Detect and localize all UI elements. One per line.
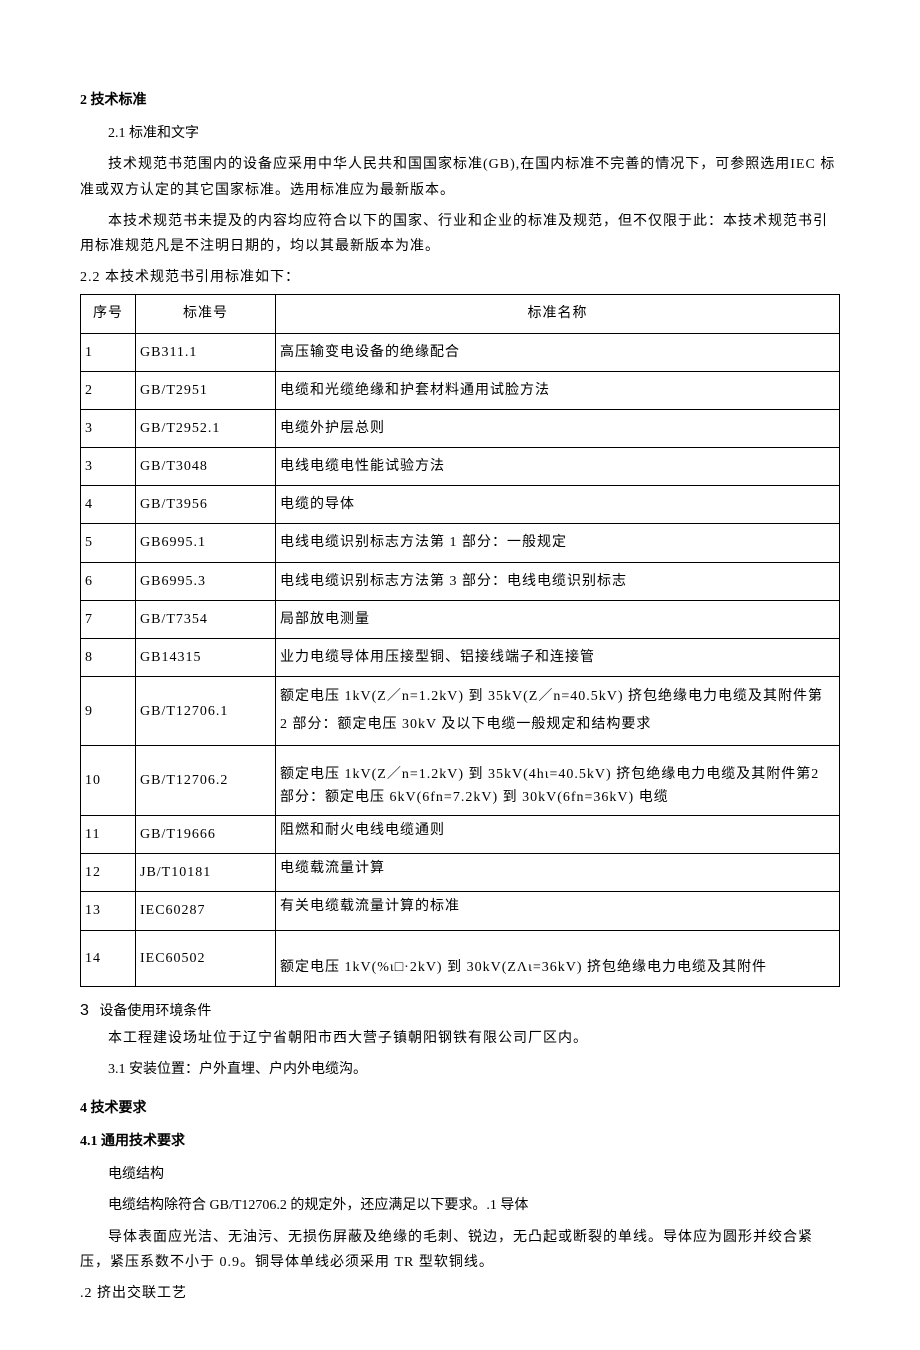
section3-sub1: 3.1 安装位置：户外直埋、户内外电缆沟。 (80, 1057, 840, 1082)
table-row: 7GB/T7354局部放电测量 (81, 600, 840, 638)
cell-std: GB/T19666 (136, 815, 276, 853)
cell-seq: 6 (81, 562, 136, 600)
cell-seq: 7 (81, 600, 136, 638)
table-row: 14IEC60502额定电压 1kV(%ι□·2kV) 到 30kV(ZΛι=3… (81, 930, 840, 986)
cell-seq: 5 (81, 524, 136, 562)
cell-name: 电线电缆电性能试验方法 (276, 448, 840, 486)
table-row: 11GB/T19666阻燃和耐火电线电缆通则 (81, 815, 840, 853)
cell-name: 电缆的导体 (276, 486, 840, 524)
table-row: 1GB311.1高压输变电设备的绝缘配合 (81, 333, 840, 371)
cell-seq: 10 (81, 746, 136, 816)
cell-seq: 1 (81, 333, 136, 371)
section4-heading: 4 技术要求 (80, 1096, 840, 1121)
section4-sub1-heading: 4.1 通用技术要求 (80, 1129, 840, 1154)
table-row: 8GB14315业力电缆导体用压接型铜、铝接线端子和连接管 (81, 639, 840, 677)
cell-std: GB/T12706.1 (136, 677, 276, 746)
col-header-seq: 序号 (81, 295, 136, 333)
cell-name: 业力电缆导体用压接型铜、铝接线端子和连接管 (276, 639, 840, 677)
section2-sub1-title: 2.1 标准和文字 (80, 121, 840, 146)
cell-seq: 4 (81, 486, 136, 524)
section2-sub2-title: 2.2 本技术规范书引用标准如下： (80, 265, 840, 290)
table-row: 6GB6995.3电线电缆识别标志方法第 3 部分：电线电缆识别标志 (81, 562, 840, 600)
table-row: 13IEC60287有关电缆载流量计算的标准 (81, 892, 840, 930)
cell-seq: 2 (81, 371, 136, 409)
table-header-row: 序号 标准号 标准名称 (81, 295, 840, 333)
cell-name: 有关电缆载流量计算的标准 (276, 892, 840, 930)
section4-line1: 电缆结构 (80, 1162, 840, 1187)
cell-std: GB/T2952.1 (136, 409, 276, 447)
cell-name: 电缆外护层总则 (276, 409, 840, 447)
cell-std: GB/T12706.2 (136, 746, 276, 816)
cell-std: IEC60287 (136, 892, 276, 930)
section4-line3: .2 挤出交联工艺 (80, 1281, 840, 1306)
cell-std: GB/T3956 (136, 486, 276, 524)
col-header-name: 标准名称 (276, 295, 840, 333)
cell-name: 局部放电测量 (276, 600, 840, 638)
standards-table: 序号 标准号 标准名称 1GB311.1高压输变电设备的绝缘配合2GB/T295… (80, 294, 840, 986)
cell-seq: 11 (81, 815, 136, 853)
section2-heading: 2 技术标准 (80, 88, 840, 113)
section4-line2: 电缆结构除符合 GB/T12706.2 的规定外，还应满足以下要求。.1 导体 (80, 1193, 840, 1218)
cell-std: GB/T7354 (136, 600, 276, 638)
cell-name: 额定电压 1kV(%ι□·2kV) 到 30kV(ZΛι=36kV) 挤包绝缘电… (276, 930, 840, 986)
cell-seq: 8 (81, 639, 136, 677)
cell-name: 额定电压 1kV(Z／n=1.2kV) 到 35kV(4hι=40.5kV) 挤… (276, 746, 840, 816)
cell-std: GB6995.1 (136, 524, 276, 562)
cell-name: 电缆载流量计算 (276, 854, 840, 892)
table-row: 10GB/T12706.2额定电压 1kV(Z／n=1.2kV) 到 35kV(… (81, 746, 840, 816)
cell-seq: 13 (81, 892, 136, 930)
section3-heading: 3 设备使用环境条件 (80, 997, 840, 1026)
cell-std: GB14315 (136, 639, 276, 677)
cell-std: GB/T2951 (136, 371, 276, 409)
section3-para1: 本工程建设场址位于辽宁省朝阳市西大营子镇朝阳钢铁有限公司厂区内。 (80, 1026, 840, 1051)
cell-name: 额定电压 1kV(Z／n=1.2kV) 到 35kV(Z／n=40.5kV) 挤… (276, 677, 840, 746)
cell-name: 电线电缆识别标志方法第 1 部分：一般规定 (276, 524, 840, 562)
table-row: 3GB/T3048电线电缆电性能试验方法 (81, 448, 840, 486)
cell-std: IEC60502 (136, 930, 276, 986)
cell-seq: 14 (81, 930, 136, 986)
section3-num: 3 (80, 1002, 89, 1019)
table-row: 3GB/T2952.1电缆外护层总则 (81, 409, 840, 447)
cell-seq: 12 (81, 854, 136, 892)
table-row: 2GB/T2951电缆和光缆绝缘和护套材料通用试脸方法 (81, 371, 840, 409)
cell-std: JB/T10181 (136, 854, 276, 892)
cell-name: 电线电缆识别标志方法第 3 部分：电线电缆识别标志 (276, 562, 840, 600)
cell-std: GB/T3048 (136, 448, 276, 486)
cell-std: GB311.1 (136, 333, 276, 371)
section2-para2: 本技术规范书未提及的内容均应符合以下的国家、行业和企业的标准及规范，但不仅限于此… (80, 209, 840, 259)
table-row: 12JB/T10181电缆载流量计算 (81, 854, 840, 892)
cell-name: 电缆和光缆绝缘和护套材料通用试脸方法 (276, 371, 840, 409)
section2-para1: 技术规范书范围内的设备应采用中华人民共和国国家标准(GB),在国内标准不完善的情… (80, 152, 840, 202)
cell-name: 高压输变电设备的绝缘配合 (276, 333, 840, 371)
cell-name: 阻燃和耐火电线电缆通则 (276, 815, 840, 853)
col-header-std: 标准号 (136, 295, 276, 333)
section4-para1: 导体表面应光洁、无油污、无损伤屏蔽及绝缘的毛刺、锐边，无凸起或断裂的单线。导体应… (80, 1225, 840, 1275)
section3-text: 设备使用环境条件 (99, 1004, 211, 1019)
cell-seq: 3 (81, 448, 136, 486)
table-row: 4GB/T3956电缆的导体 (81, 486, 840, 524)
cell-seq: 3 (81, 409, 136, 447)
cell-std: GB6995.3 (136, 562, 276, 600)
table-row: 5GB6995.1电线电缆识别标志方法第 1 部分：一般规定 (81, 524, 840, 562)
cell-seq: 9 (81, 677, 136, 746)
table-row: 9GB/T12706.1额定电压 1kV(Z／n=1.2kV) 到 35kV(Z… (81, 677, 840, 746)
